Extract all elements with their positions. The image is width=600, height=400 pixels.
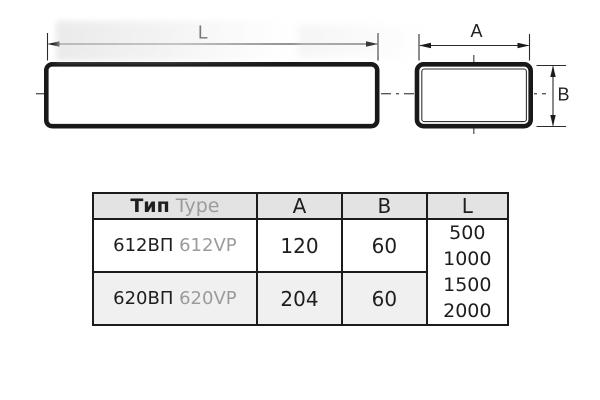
value-b: 60 bbox=[341, 271, 428, 326]
length-option: 500 bbox=[449, 222, 486, 244]
header-col-l: L bbox=[425, 192, 510, 220]
type-code-ru: 620ВП bbox=[113, 288, 174, 309]
length-option: 1000 bbox=[443, 248, 492, 270]
length-option: 2000 bbox=[443, 300, 492, 322]
value-a: 120 bbox=[255, 218, 344, 273]
arrowhead-right-icon bbox=[366, 41, 378, 47]
value-b: 60 bbox=[341, 218, 428, 273]
type-code-ru: 612ВП bbox=[113, 235, 174, 256]
type-cell: 620ВП 620VP bbox=[92, 271, 258, 326]
length-option: 1500 bbox=[443, 274, 492, 296]
arrowhead-down-icon bbox=[550, 115, 556, 127]
lengths-cell: 500 1000 1500 2000 bbox=[425, 218, 510, 326]
duct-technical-drawing: L A B bbox=[36, 21, 570, 136]
value-a: 204 bbox=[255, 271, 344, 326]
header-type-en: Type bbox=[175, 195, 220, 217]
table-row: 612ВП 612VP 120 60 500 1000 1500 2000 bbox=[92, 218, 510, 326]
type-code-en: 620VP bbox=[179, 288, 237, 309]
arrowhead-left-icon bbox=[419, 42, 431, 49]
type-code-en: 612VP bbox=[179, 235, 237, 256]
header-col-a: A bbox=[255, 192, 344, 220]
header-type: Тип Type bbox=[92, 192, 258, 220]
arrowhead-right-icon bbox=[517, 42, 530, 49]
table-header-row: Тип Type A B L bbox=[92, 192, 510, 220]
arrowhead-up-icon bbox=[550, 65, 556, 77]
duct-section-inner-wall bbox=[421, 68, 527, 123]
header-type-ru: Тип bbox=[130, 195, 170, 217]
type-cell: 612ВП 612VP bbox=[92, 218, 258, 273]
duct-section-outer-wall bbox=[414, 62, 533, 129]
arrowhead-left-icon bbox=[47, 41, 60, 47]
duct-side-view-outline bbox=[43, 62, 380, 129]
header-col-b: B bbox=[341, 192, 428, 220]
dimension-L-label: L bbox=[198, 23, 208, 43]
dimension-B-label: B bbox=[558, 85, 570, 105]
spec-table: Тип Type A B L 612ВП 612VP 120 60 500 10… bbox=[92, 192, 510, 326]
dimension-A-label: A bbox=[470, 21, 482, 41]
